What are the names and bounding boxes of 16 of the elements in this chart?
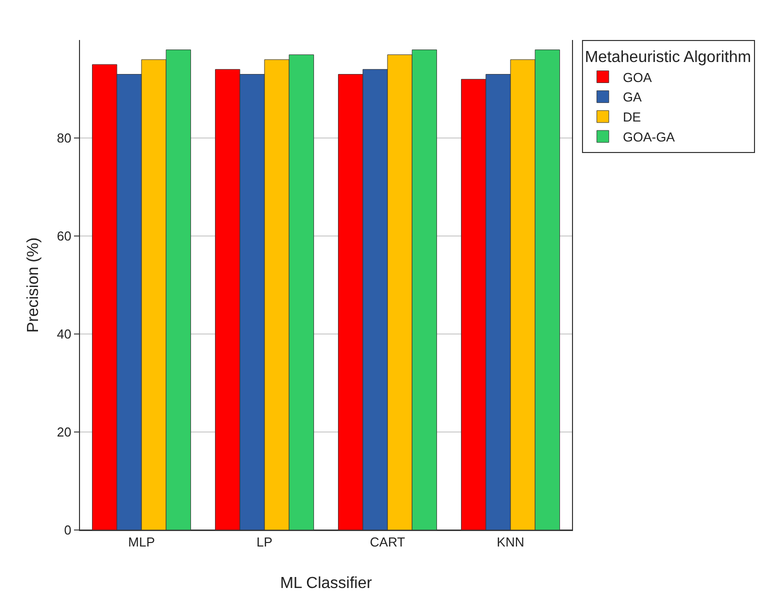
legend-title: Metaheuristic Algorithm [584, 48, 752, 66]
x-tick-label: MLP [128, 534, 155, 550]
x-axis-title: ML Classifier [280, 575, 373, 592]
y-tick-label: 80 [56, 130, 72, 146]
y-axis-title: Precision (%) [25, 237, 42, 333]
x-tick-label: CART [370, 534, 406, 550]
legend-label: GOA [622, 70, 652, 85]
legend-label: GOA-GA [622, 130, 676, 145]
y-tick-label: 0 [64, 522, 72, 538]
x-tick-label: KNN [496, 534, 524, 550]
x-tick-label: LP [256, 534, 272, 550]
y-tick-label: 40 [56, 326, 72, 342]
y-tick-label: 60 [56, 228, 72, 244]
legend-label: GA [622, 90, 642, 105]
legend-label: DE [622, 110, 642, 125]
y-tick-label: 20 [56, 424, 72, 440]
